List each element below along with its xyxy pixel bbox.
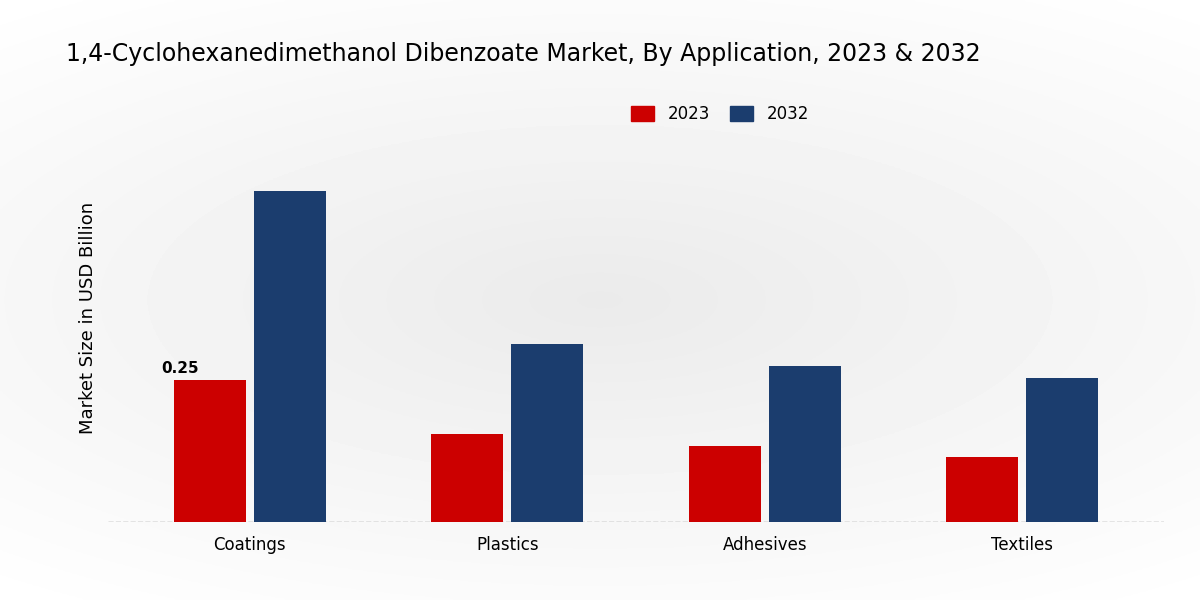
Bar bbox=[253, 191, 325, 522]
Legend: 2023, 2032: 2023, 2032 bbox=[624, 98, 816, 130]
Bar bbox=[689, 445, 761, 522]
Bar bbox=[174, 380, 246, 522]
Y-axis label: Market Size in USD Billion: Market Size in USD Billion bbox=[79, 202, 97, 434]
Bar bbox=[431, 434, 503, 522]
Bar bbox=[511, 343, 583, 522]
Bar bbox=[1026, 377, 1098, 522]
Text: 1,4-Cyclohexanedimethanol Dibenzoate Market, By Application, 2023 & 2032: 1,4-Cyclohexanedimethanol Dibenzoate Mar… bbox=[66, 42, 980, 66]
Text: 0.25: 0.25 bbox=[161, 361, 198, 376]
Bar bbox=[769, 366, 841, 522]
Bar bbox=[947, 457, 1019, 522]
